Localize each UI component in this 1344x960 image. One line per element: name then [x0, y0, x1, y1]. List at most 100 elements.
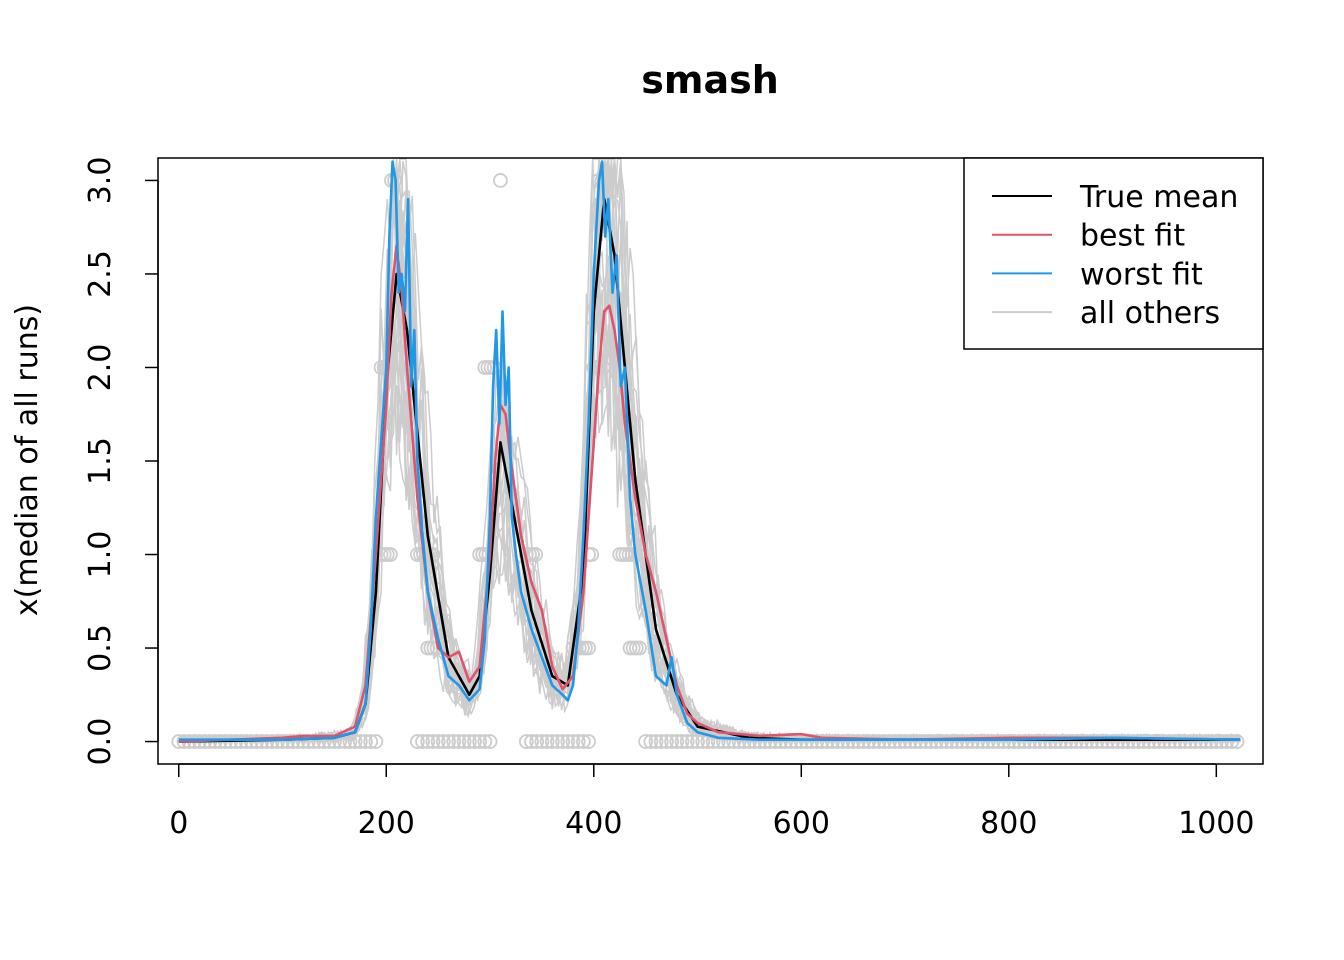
- observation-point: [1188, 734, 1203, 749]
- observation-point: [664, 734, 679, 749]
- observation-point: [1219, 734, 1235, 749]
- observation-point: [1115, 734, 1131, 749]
- observation-point: [939, 734, 954, 749]
- observation-point: [970, 734, 986, 749]
- observation-point: [1224, 734, 1240, 749]
- observation-point: [1063, 734, 1079, 749]
- observation-point: [965, 734, 980, 749]
- observation-point: [1068, 734, 1084, 749]
- observation-point: [275, 734, 290, 749]
- observation-point: [954, 734, 970, 749]
- observation-point: [882, 734, 897, 749]
- observation-point: [560, 734, 576, 749]
- observation-point: [648, 734, 664, 749]
- y-tick-label: 1.5: [83, 437, 118, 485]
- observation-point: [425, 734, 441, 749]
- observation-point: [653, 734, 669, 749]
- observation-point: [492, 173, 508, 188]
- observation-point: [949, 734, 965, 749]
- observation-point: [840, 734, 856, 749]
- observation-point: [861, 734, 877, 749]
- observation-point: [285, 734, 301, 749]
- observation-point: [923, 734, 939, 749]
- observation-point: [975, 734, 991, 749]
- observation-point: [1074, 734, 1089, 749]
- observation-point: [544, 734, 560, 749]
- observation-point: [1208, 734, 1224, 749]
- observation-point: [352, 734, 368, 749]
- observation-point: [985, 734, 1001, 749]
- observation-point: [1084, 734, 1100, 749]
- observation-point: [892, 734, 908, 749]
- observation-point: [570, 734, 586, 749]
- observation-point: [342, 734, 358, 749]
- observation-point: [1136, 734, 1152, 749]
- observation-point: [1027, 734, 1043, 749]
- observation-point: [1157, 734, 1172, 749]
- observation-point: [555, 734, 571, 749]
- observation-point: [819, 734, 835, 749]
- observation-point: [1193, 734, 1209, 749]
- observation-point: [1037, 734, 1053, 749]
- observation-point: [409, 734, 425, 749]
- observation-point: [1089, 734, 1105, 749]
- observation-point: [944, 734, 960, 749]
- observation-point: [996, 734, 1012, 749]
- observation-point: [991, 734, 1006, 749]
- observation-point: [871, 734, 887, 749]
- x-tick-label: 600: [773, 806, 830, 841]
- observation-point: [679, 734, 695, 749]
- y-tick-label: 1.0: [83, 531, 118, 579]
- y-tick-label: 0.5: [83, 624, 118, 672]
- observation-point: [632, 640, 647, 656]
- observation-point: [721, 734, 737, 749]
- observation-point: [524, 734, 539, 749]
- y-axis: 0.0 0.5 1.0 1.5 2.0 2.5 3.0: [83, 157, 159, 765]
- observation-point: [565, 734, 581, 749]
- observation-point: [1094, 734, 1110, 749]
- observation-point: [809, 734, 825, 749]
- legend-label: worst fit: [1080, 257, 1203, 292]
- y-tick-label: 3.0: [83, 157, 118, 205]
- y-tick-label: 2.0: [83, 344, 118, 392]
- observation-point: [1120, 734, 1136, 749]
- observation-point: [581, 734, 596, 749]
- observation-point: [710, 734, 726, 749]
- observation-point: [643, 734, 659, 749]
- observation-point: [477, 734, 493, 749]
- observation-point: [814, 734, 830, 749]
- observation-point: [845, 734, 861, 749]
- y-axis-label: x(median of all runs): [10, 304, 45, 616]
- observation-point: [716, 734, 731, 749]
- observation-point: [383, 547, 398, 562]
- observation-point: [254, 734, 270, 749]
- observation-point: [1110, 734, 1126, 749]
- observation-point: [550, 734, 565, 749]
- observation-point: [1167, 734, 1183, 749]
- legend-label: all others: [1080, 296, 1220, 331]
- observation-point: [638, 734, 654, 749]
- observation-point: [482, 734, 498, 749]
- observation-point: [534, 734, 550, 749]
- observation-point: [1006, 734, 1022, 749]
- observation-point: [595, 360, 611, 375]
- observation-point: [451, 734, 467, 749]
- observation-point: [933, 734, 949, 749]
- legend-box: [963, 157, 1264, 350]
- observation-point: [368, 734, 384, 749]
- fitted-series-group: [178, 160, 1241, 743]
- x-tick-label: 200: [358, 806, 415, 841]
- observation-point: [1042, 734, 1058, 749]
- x-tick-label: 800: [980, 806, 1037, 841]
- observation-point: [918, 734, 934, 749]
- observation-point: [441, 734, 456, 749]
- chart-title: smash: [641, 58, 779, 102]
- observation-point: [363, 734, 379, 749]
- observation-point: [659, 734, 674, 749]
- observation-point: [928, 734, 944, 749]
- observation-point: [1131, 734, 1146, 749]
- observation-point: [1229, 734, 1245, 749]
- observation-point: [980, 734, 996, 749]
- observation-point: [1146, 734, 1162, 749]
